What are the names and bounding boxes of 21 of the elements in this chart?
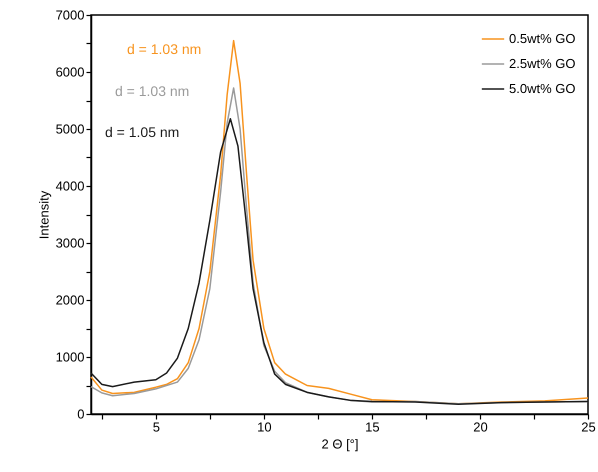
y-tick-label: 2000 xyxy=(56,292,84,308)
annotation: d = 1.05 nm xyxy=(105,124,180,140)
y-tick-label: 6000 xyxy=(56,64,84,80)
x-tick-label: 5 xyxy=(152,420,160,434)
annotation: d = 1.03 nm xyxy=(115,83,190,99)
x-tick-label: 20 xyxy=(473,420,488,434)
x-tick-label: 10 xyxy=(257,420,272,434)
y-tick-label: 1000 xyxy=(56,350,84,364)
y-tick-label: 5000 xyxy=(56,122,84,136)
x-tick-label: 25 xyxy=(581,420,596,434)
y-axis-title: Intensity xyxy=(36,190,52,240)
x-axis-title: 2 Θ [°] xyxy=(322,436,358,452)
legend-label: 5.0wt% GO xyxy=(509,81,576,96)
x-tick-label: 15 xyxy=(365,420,380,434)
y-tick-label: 4000 xyxy=(56,178,84,194)
legend-label: 2.5wt% GO xyxy=(509,56,576,71)
y-tick-label: 3000 xyxy=(56,236,84,250)
legend-label: 0.5wt% GO xyxy=(509,31,576,46)
y-tick-label: 0 xyxy=(77,406,84,422)
annotation: d = 1.03 nm xyxy=(127,41,202,57)
y-tick-label: 7000 xyxy=(56,8,84,22)
